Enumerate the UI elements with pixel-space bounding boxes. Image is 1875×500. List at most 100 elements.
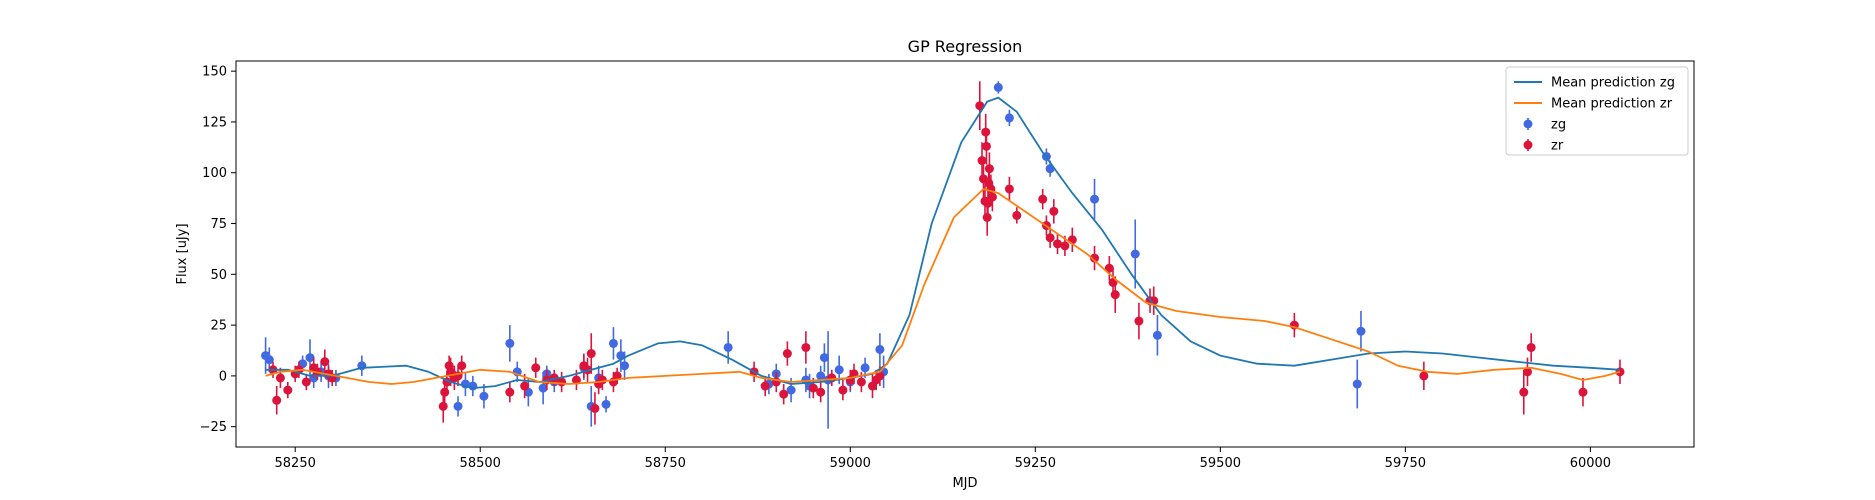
y-tick-label: 75 [210, 217, 227, 232]
data-point-zr [987, 192, 997, 202]
data-point-zr [760, 381, 770, 391]
legend-entry-label: zg [1551, 118, 1566, 133]
data-point-zr [571, 375, 581, 385]
data-point-zg [1090, 194, 1100, 204]
data-point-zr [984, 164, 994, 174]
data-point-zg [860, 363, 870, 373]
x-tick-label: 58500 [460, 456, 501, 471]
y-tick-label: −25 [200, 420, 227, 435]
data-point-zr [1090, 253, 1100, 263]
chart-title: GP Regression [908, 37, 1023, 56]
data-point-zr [1110, 290, 1120, 300]
data-point-zg [1004, 113, 1014, 123]
data-point-zr [1004, 184, 1014, 194]
data-point-zg [538, 383, 548, 393]
data-point-zr [531, 363, 541, 373]
data-point-zg [264, 355, 274, 365]
data-point-zr [1522, 367, 1532, 377]
data-point-zg [816, 371, 826, 381]
axes-frame [235, 60, 1695, 448]
data-point-zg [305, 353, 315, 363]
data-point-zg [608, 338, 618, 348]
data-point-zr [1104, 263, 1114, 273]
data-point-zr [1038, 194, 1048, 204]
x-tick-label: 59250 [1015, 456, 1056, 471]
data-point-zr [816, 387, 826, 397]
legend-entry-label: Mean prediction zr [1551, 97, 1673, 112]
x-tick-label: 59750 [1385, 456, 1426, 471]
legend-marker-swatch [1523, 119, 1533, 129]
data-point-zr [1053, 239, 1063, 249]
data-point-zg [468, 381, 478, 391]
data-point-zr [438, 401, 448, 411]
data-point-zr [1419, 371, 1429, 381]
data-point-zg [505, 338, 515, 348]
data-point-zr [801, 342, 811, 352]
data-point-zr [875, 371, 885, 381]
data-point-zr [975, 101, 985, 111]
data-point-zg [479, 391, 489, 401]
data-point-zr [272, 395, 282, 405]
data-point-zr [505, 387, 515, 397]
data-point-zg [993, 82, 1003, 92]
data-point-zg [723, 342, 733, 352]
y-tick-label: 50 [210, 268, 227, 283]
x-tick-label: 59500 [1200, 456, 1241, 471]
x-tick-label: 59000 [830, 456, 871, 471]
legend-entry-label: zr [1551, 139, 1564, 154]
x-tick-label: 58750 [645, 456, 686, 471]
y-axis-ticks: −25 0 25 50 75 100 125 150 [200, 65, 236, 435]
data-point-zr [977, 156, 987, 166]
y-tick-label: 0 [219, 369, 227, 384]
data-point-zr [457, 361, 467, 371]
plot-marks [261, 81, 1625, 429]
data-point-zr [520, 381, 530, 391]
data-point-zr [1045, 233, 1055, 243]
legend-box [1505, 66, 1689, 156]
y-axis-label: Flux [uJy] [175, 223, 190, 284]
data-point-zr [856, 377, 866, 387]
data-point-zr [1049, 206, 1059, 216]
x-tick-label: 60000 [1570, 456, 1611, 471]
y-tick-label: 25 [210, 319, 227, 334]
data-point-zg [875, 344, 885, 354]
legend-marker-swatch [1523, 140, 1533, 150]
data-point-zr [1578, 387, 1588, 397]
data-point-zg [1130, 249, 1140, 259]
data-point-zr [275, 373, 285, 383]
data-point-zg [620, 361, 630, 371]
data-point-zr [597, 375, 607, 385]
data-point-zg [453, 401, 463, 411]
y-tick-label: 150 [202, 65, 227, 80]
legend: Mean prediction zg Mean prediction zr zg zr [1505, 66, 1689, 156]
x-axis-label: MJD [952, 476, 977, 491]
data-point-zr [1519, 387, 1529, 397]
data-point-zg [1152, 330, 1162, 340]
data-point-zr [440, 387, 450, 397]
y-tick-label: 100 [202, 166, 227, 181]
data-point-zr [808, 383, 818, 393]
data-point-zg [819, 353, 829, 363]
mean-prediction-line-zr [265, 188, 1621, 385]
data-point-zr [320, 357, 330, 367]
data-point-zr [283, 385, 293, 395]
data-point-zr [838, 385, 848, 395]
data-point-zr [301, 377, 311, 387]
legend-entry-label: Mean prediction zg [1551, 76, 1675, 91]
data-point-zr [590, 403, 600, 413]
data-point-zr [779, 389, 789, 399]
data-point-zr [1134, 316, 1144, 326]
x-axis-ticks: 58250 58500 58750 59000 59250 59500 59750 60000 [275, 447, 1611, 471]
mean-prediction-line-zg [265, 96, 1621, 390]
data-point-zg [786, 385, 796, 395]
data-point-zg [1356, 326, 1366, 336]
data-point-zg [601, 399, 611, 409]
data-point-zr [612, 371, 622, 381]
x-tick-label: 58250 [275, 456, 316, 471]
data-point-zr [1060, 241, 1070, 251]
data-point-zr [586, 349, 596, 359]
data-point-zr [1012, 210, 1022, 220]
data-point-zr [981, 141, 991, 151]
data-point-zr [782, 349, 792, 359]
